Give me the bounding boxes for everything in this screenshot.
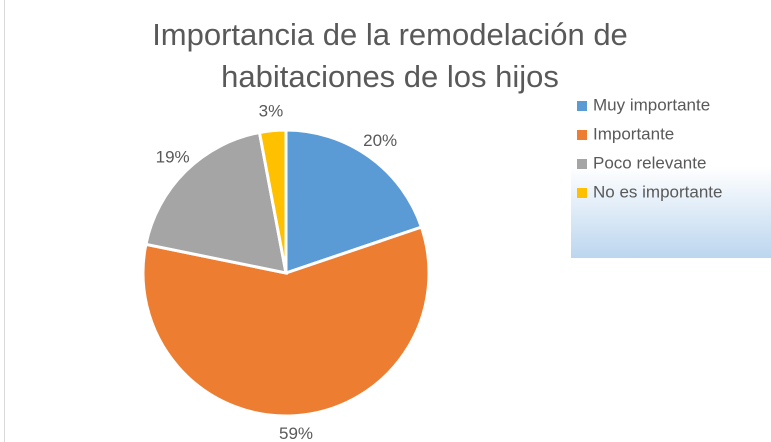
- legend-swatch: [577, 159, 587, 169]
- legend-label: No es importante: [593, 182, 722, 201]
- legend-box: [571, 92, 771, 258]
- legend-swatch: [577, 101, 587, 111]
- legend-label: Importante: [593, 124, 674, 143]
- data-label: 3%: [259, 102, 284, 121]
- legend-swatch: [577, 130, 587, 140]
- legend-label: Poco relevante: [593, 153, 706, 172]
- legend-swatch: [577, 188, 587, 198]
- pie-slice: [144, 130, 288, 275]
- chart-title: Importancia de la remodelación de habita…: [152, 17, 628, 94]
- data-label: 20%: [363, 131, 397, 150]
- pie-slice: [257, 128, 288, 274]
- data-label: 19%: [156, 147, 190, 166]
- data-label: 59%: [279, 424, 313, 442]
- legend-label: Muy importante: [593, 95, 710, 114]
- pie-slice: [141, 225, 431, 418]
